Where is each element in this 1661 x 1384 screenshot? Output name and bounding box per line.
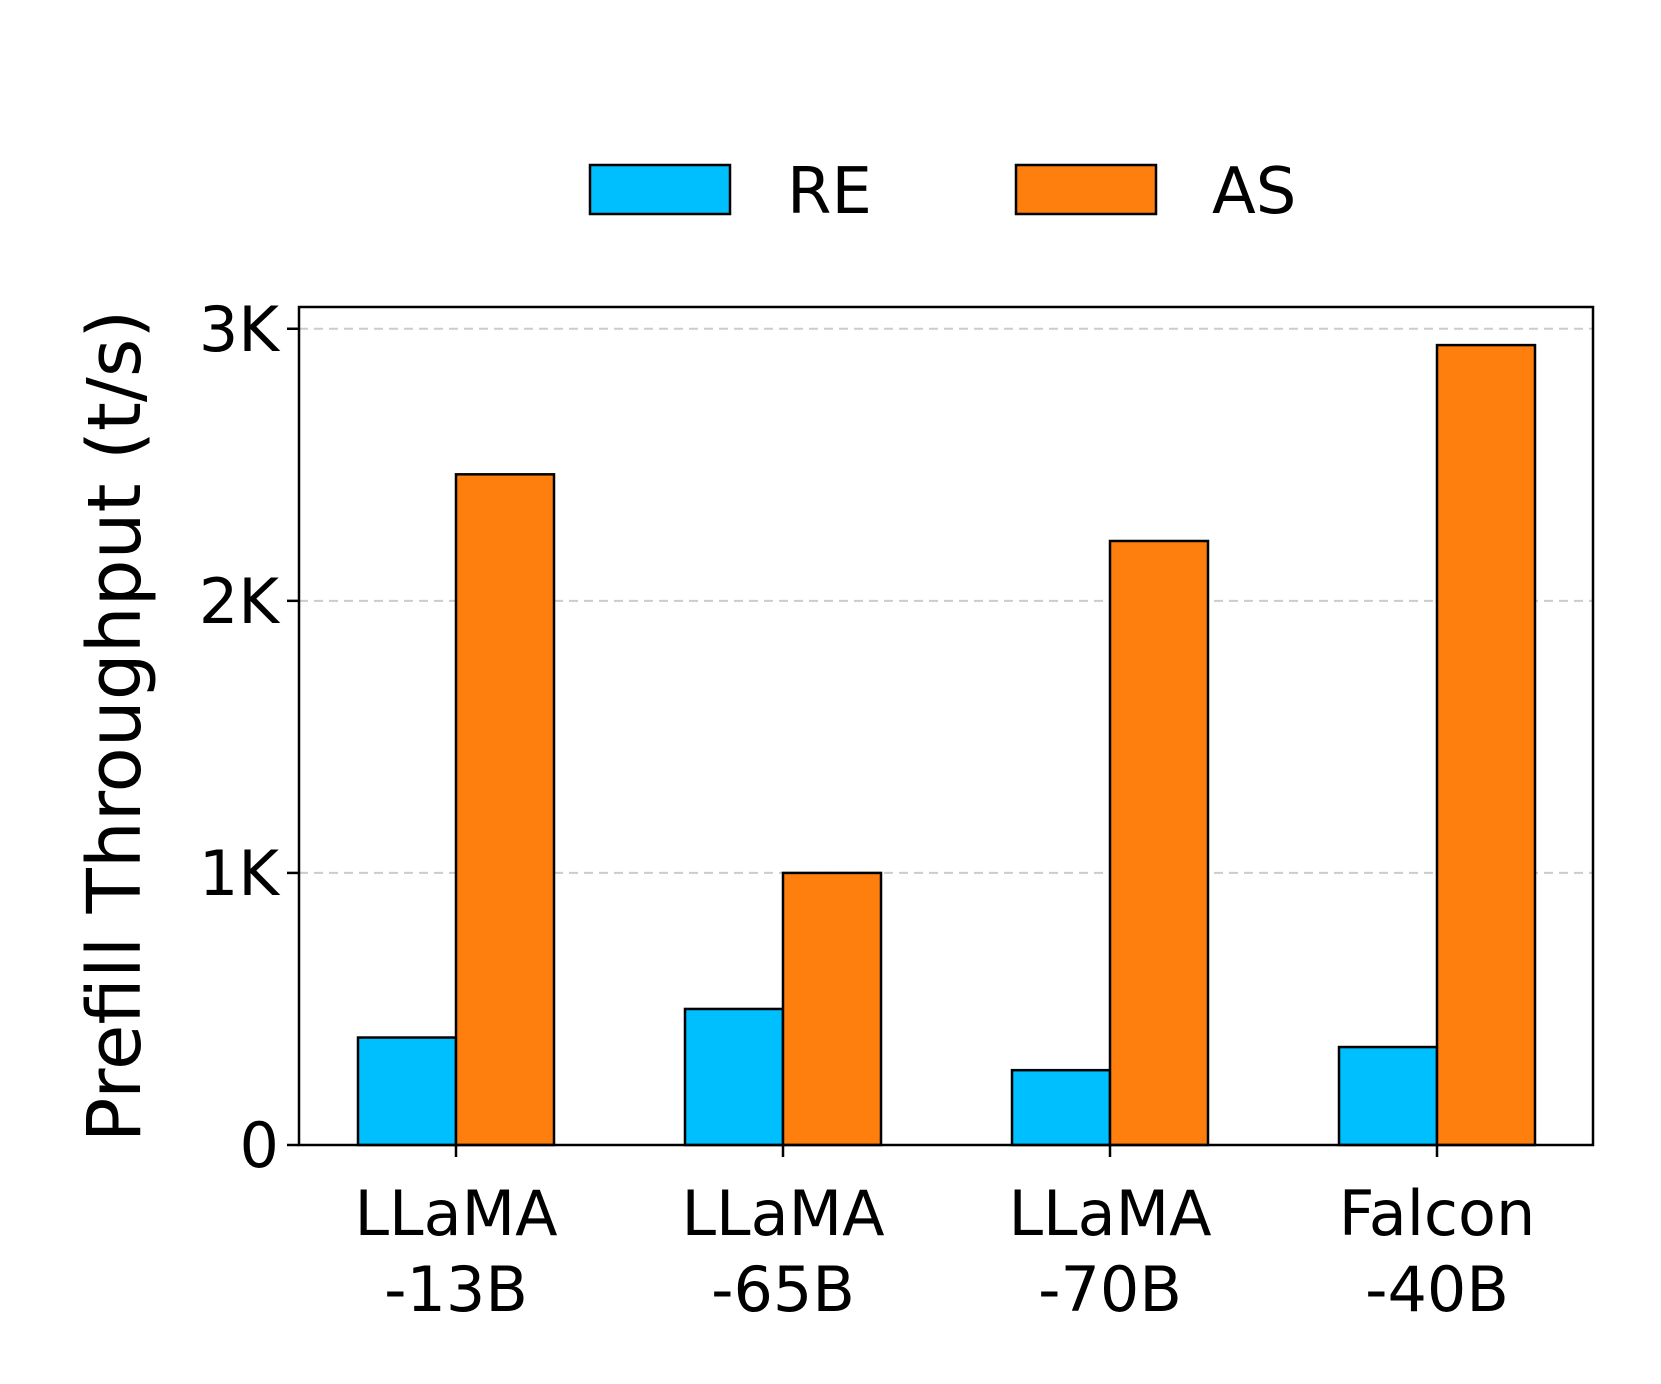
legend-label-re: RE [787,155,872,229]
x-tick-label: LLaMA [355,1177,558,1250]
x-tick-label: -13B [384,1253,528,1326]
x-tick-label: LLaMA [1009,1177,1212,1250]
y-tick-label: 3K [199,293,280,366]
x-tick-label: -40B [1365,1253,1509,1326]
y-tick-label: 0 [240,1109,279,1182]
bar-as-0 [454,473,556,1147]
legend-label-as: AS [1212,155,1296,229]
bar-as-3 [1435,343,1537,1147]
legend-swatch-re [588,163,732,216]
bar-re-3 [1337,1045,1439,1147]
bar-re-0 [356,1036,458,1147]
bar-as-2 [1108,539,1210,1147]
legend: RE AS [588,155,1296,229]
legend-swatch-as [1014,163,1158,216]
bar-re-1 [683,1007,785,1147]
x-tick-label: Falcon [1339,1177,1536,1250]
y-axis: 0 1K 2K 3K [199,293,299,1182]
y-axis-label: Prefill Throughput (t/s) [72,310,158,1143]
x-tick-label: LLaMA [682,1177,885,1250]
x-tick-label: -70B [1038,1253,1182,1326]
bar-re-2 [1010,1068,1112,1147]
bar-as-1 [781,871,883,1147]
bars [356,343,1537,1147]
y-tick-label: 1K [199,837,280,910]
plot-frame [297,305,1595,1147]
x-tick-label: -65B [711,1253,855,1326]
y-tick-label: 2K [199,565,280,638]
